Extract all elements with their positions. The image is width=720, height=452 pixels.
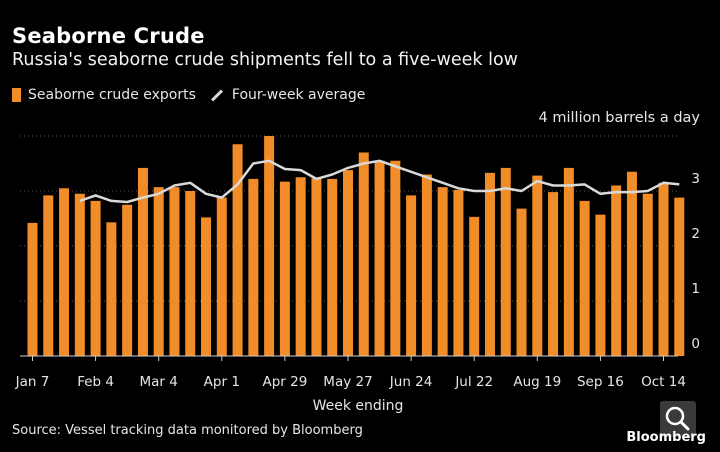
bar <box>500 167 511 356</box>
bar <box>59 188 70 356</box>
x-tick-label: Mar 4 <box>140 374 178 390</box>
bar <box>90 200 101 356</box>
x-tick-label: Feb 4 <box>77 374 114 390</box>
bar <box>453 189 464 356</box>
bar <box>169 187 180 356</box>
y-tick-label: 0 <box>691 336 700 352</box>
y-tick-label: 1 <box>691 281 700 297</box>
bar <box>642 193 653 356</box>
bar <box>548 192 559 356</box>
x-axis-label: Week ending <box>313 398 404 414</box>
source-note: Source: Vessel tracking data monitored b… <box>12 423 363 438</box>
average-line <box>79 159 680 204</box>
bar <box>153 187 164 356</box>
x-tick-label: Aug 19 <box>513 374 561 390</box>
bar <box>674 197 685 356</box>
bar <box>343 170 353 356</box>
x-tick-label: Jan 7 <box>15 374 50 390</box>
bar <box>185 191 196 356</box>
bar <box>279 181 290 356</box>
legend-exports-label: Seaborne crude exports <box>28 87 196 103</box>
bar <box>421 174 432 356</box>
bar <box>216 197 227 356</box>
x-tick-label: Oct 14 <box>641 374 686 390</box>
bar <box>295 177 306 356</box>
x-tick-label: Jun 24 <box>389 374 433 390</box>
bar <box>27 222 38 356</box>
bar <box>484 172 495 356</box>
chart-subtitle: Russia's seaborne crude shipments fell t… <box>12 50 518 70</box>
bar <box>201 217 212 356</box>
bar <box>406 195 417 356</box>
bar <box>248 178 259 356</box>
x-tick-label: Apr 1 <box>204 374 240 390</box>
x-tick-label: Apr 29 <box>262 374 307 390</box>
bar <box>106 222 117 356</box>
bar <box>563 167 574 356</box>
legend-bar-swatch <box>12 88 21 102</box>
x-tick-label: Sep 16 <box>577 374 624 390</box>
bar <box>579 200 590 356</box>
chart-title: Seaborne Crude <box>12 24 205 48</box>
bar <box>311 178 322 356</box>
bar <box>374 160 385 356</box>
chart-legend: Seaborne crude exports Four-week average <box>12 87 365 103</box>
bar <box>611 185 622 356</box>
bar <box>264 136 275 356</box>
bar <box>327 178 338 356</box>
bar <box>532 175 543 356</box>
unit-label: 4 million barrels a day <box>538 110 700 126</box>
bar <box>658 182 669 356</box>
bar <box>358 152 369 356</box>
bar <box>74 193 85 356</box>
search-button[interactable] <box>660 401 696 437</box>
y-tick-label: 3 <box>691 171 700 187</box>
bar <box>469 216 480 356</box>
x-tick-label: May 27 <box>323 374 372 390</box>
bloomberg-logo: Bloomberg <box>626 430 706 445</box>
magnifier-icon <box>665 406 690 431</box>
bar <box>595 214 606 356</box>
legend-average-label: Four-week average <box>231 87 366 103</box>
y-tick-label: 2 <box>691 226 700 242</box>
bar <box>137 167 148 356</box>
x-tick-label: Jul 22 <box>454 374 493 390</box>
bar <box>232 144 243 356</box>
bar <box>437 187 448 356</box>
bar <box>43 195 54 356</box>
bar <box>390 160 401 356</box>
bar <box>626 171 637 356</box>
bar <box>122 204 133 356</box>
bar <box>516 208 527 356</box>
